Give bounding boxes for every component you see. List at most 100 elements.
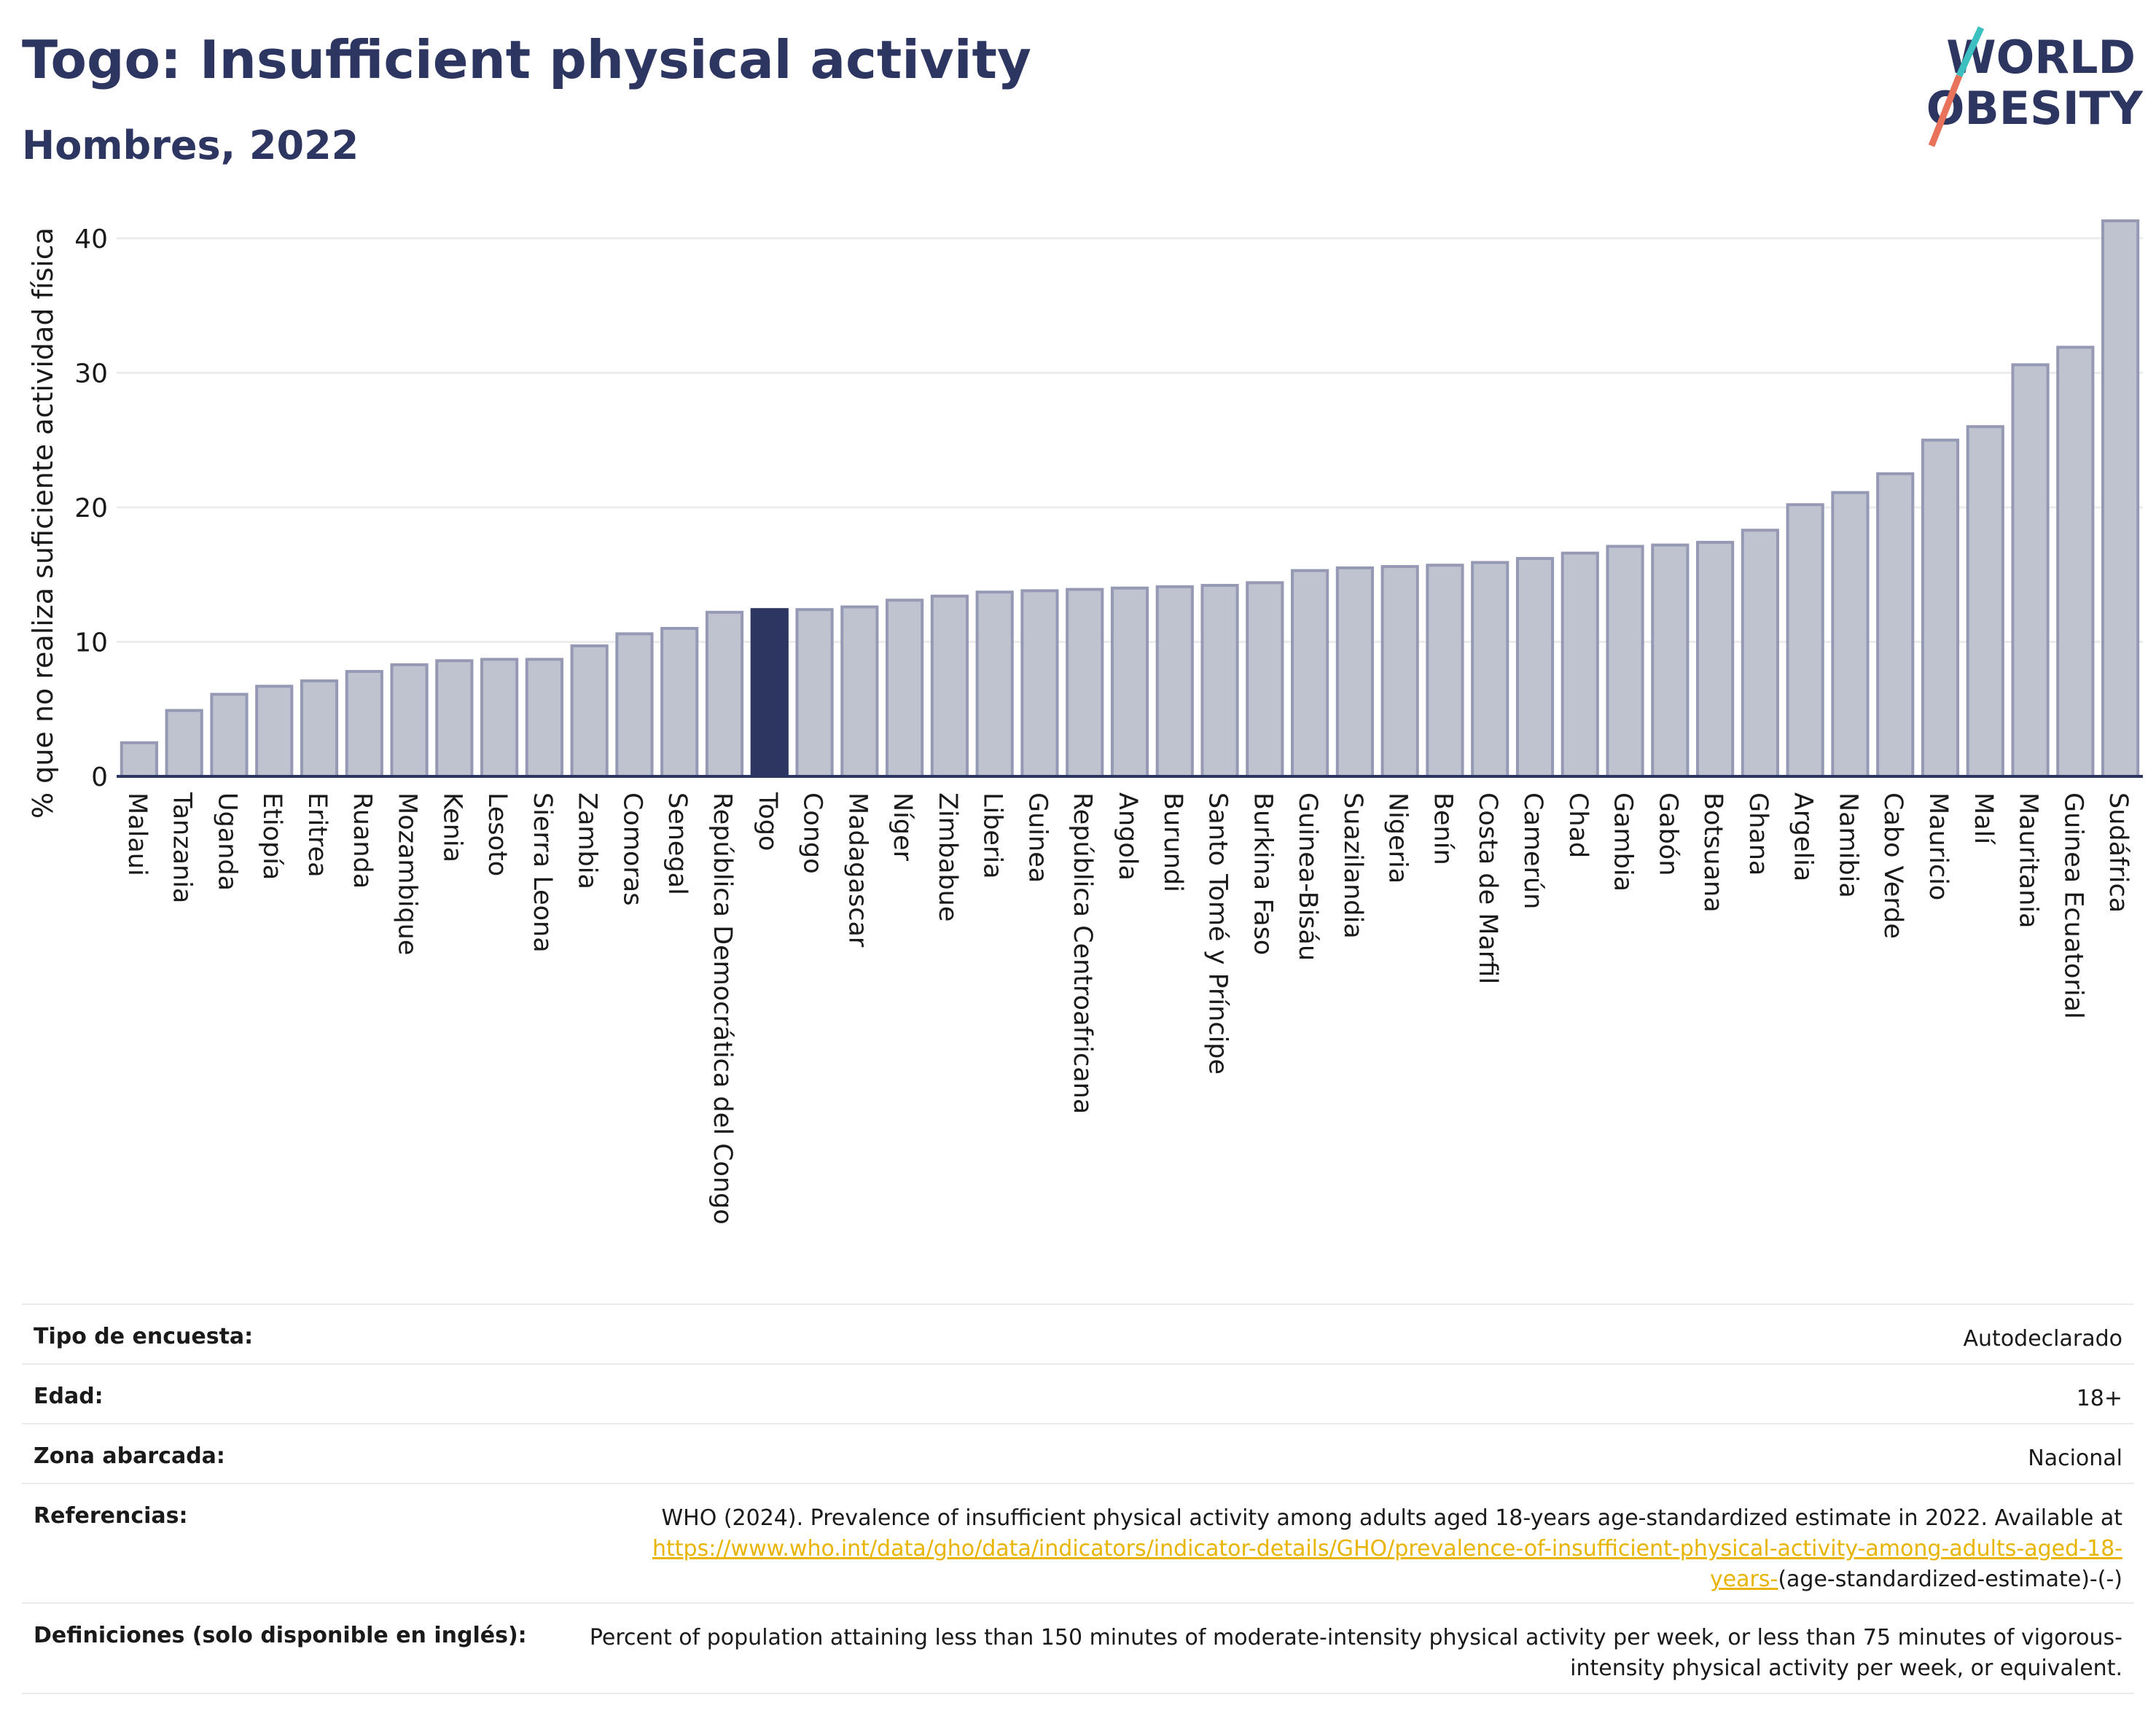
- x-tick-label: Ruanda: [348, 792, 377, 889]
- bar-Suazilandia: [1335, 566, 1374, 778]
- x-tick-label: Níger: [888, 792, 917, 862]
- bar-Congo: [795, 608, 834, 779]
- x-tick-label: Nigeria: [1383, 792, 1413, 884]
- x-tick-label: Uganda: [212, 792, 241, 891]
- x-tick-label: Madagascar: [843, 792, 872, 948]
- x-tick-label: Eritrea: [302, 792, 332, 878]
- x-tick-label: Santo Tomé y Príncipe: [1203, 792, 1233, 1075]
- bar-Santo Tomé y Príncipe: [1200, 583, 1239, 778]
- x-tick-label: Zambia: [573, 792, 602, 889]
- bar-República Democrática del Congo: [705, 610, 744, 779]
- bar-Zambia: [570, 644, 609, 778]
- x-tick-label: Senegal: [663, 792, 692, 895]
- survey-type-label: Tipo de encuesta:: [22, 1303, 576, 1364]
- bar-Guinea-Bisáu: [1291, 569, 1329, 779]
- bar-chart: 0 10 20 30 40 Malaui Tanzania Uganda Etiopía Eri…: [27, 219, 2143, 1225]
- x-tick-label: Botsuana: [1698, 792, 1727, 913]
- bar-Eritrea: [300, 679, 339, 778]
- bar-Guinea: [1020, 589, 1059, 778]
- bar-Chad: [1561, 551, 1599, 778]
- world-obesity-logo: WORLD OBESITY: [1926, 26, 2143, 147]
- bar-Costa de Marfil: [1471, 561, 1509, 778]
- x-tick-label: República Centroafricana: [1068, 792, 1097, 1114]
- x-tick-label: Kenia: [437, 792, 466, 862]
- references-text: WHO (2024). Prevalence of insufficient p…: [661, 1505, 2122, 1531]
- bar-Mauricio: [1921, 438, 1960, 778]
- info-table: Tipo de encuesta: Autodeclarado Edad: 18…: [22, 1303, 2134, 1694]
- definitions-value: Percent of population attaining less tha…: [576, 1602, 2134, 1694]
- x-tick-label: Togo: [753, 792, 782, 851]
- x-tick-label: Guinea Ecuatorial: [2058, 792, 2087, 1019]
- x-tick-label: Mauritania: [2014, 792, 2043, 928]
- bar-Cabo Verde: [1876, 472, 1915, 778]
- logo-slash-teal: [1956, 26, 1985, 77]
- y-axis-ticks: 0 10 20 30 40: [74, 225, 108, 792]
- x-axis-ticks: Malaui Tanzania Uganda Etiopía Eritrea Ruanda…: [122, 792, 2133, 1225]
- x-tick-label: Burundi: [1158, 792, 1187, 892]
- bar-Etiopía: [255, 685, 294, 778]
- references-value: WHO (2024). Prevalence of insufficient p…: [576, 1483, 2134, 1603]
- y-tick-label: 0: [91, 763, 108, 792]
- references-tail: (age-standardized-estimate)-(-): [1778, 1567, 2122, 1592]
- x-tick-label: Malí: [1969, 792, 1998, 845]
- x-tick-label: Sierra Leona: [528, 792, 557, 953]
- x-tick-label: Etiopía: [257, 792, 286, 880]
- row-references: Referencias: WHO (2024). Prevalence of i…: [22, 1483, 2134, 1603]
- definitions-label: Definiciones (solo disponible en inglés)…: [22, 1602, 576, 1694]
- y-tick-label: 20: [74, 494, 108, 523]
- bar-Mauritania: [2011, 363, 2050, 779]
- bar-Namibia: [1831, 491, 1870, 779]
- bar-Uganda: [210, 693, 249, 779]
- area-label: Zona abarcada:: [22, 1423, 576, 1483]
- x-tick-label: Lesoto: [483, 792, 512, 876]
- references-label: Referencias:: [22, 1483, 576, 1603]
- bar-Kenia: [435, 659, 474, 778]
- x-tick-label: Ghana: [1743, 792, 1773, 876]
- x-tick-label: República Democrática del Congo: [708, 792, 737, 1225]
- bar-Nigeria: [1380, 565, 1419, 779]
- x-tick-label: Camerún: [1518, 792, 1547, 909]
- bar-Malaui: [120, 741, 158, 778]
- survey-type-value: Autodeclarado: [576, 1303, 2134, 1364]
- bar-Níger: [886, 599, 924, 778]
- bar-Gambia: [1606, 545, 1644, 778]
- x-tick-label: Mauricio: [1923, 792, 1953, 900]
- row-definitions: Definiciones (solo disponible en inglés)…: [22, 1602, 2134, 1694]
- references-link[interactable]: https://www.who.int/data/gho/data/indica…: [652, 1536, 2122, 1592]
- chart-subtitle: Hombres, 2022: [22, 122, 359, 168]
- bar-Gabón: [1651, 543, 1690, 778]
- bar-Zimbabue: [930, 594, 969, 778]
- bar-Madagascar: [840, 605, 879, 778]
- x-tick-label: Argelia: [1789, 792, 1818, 881]
- x-tick-label: Liberia: [978, 792, 1007, 879]
- x-tick-label: Gambia: [1609, 792, 1638, 892]
- logo-slash-coral: [1928, 74, 1963, 147]
- x-tick-label: Cabo Verde: [1878, 792, 1907, 939]
- logo-line-2: OBESITY: [1926, 82, 2143, 135]
- y-axis-label: % que no realiza suficiente actividad fí…: [27, 227, 59, 819]
- x-tick-label: Guinea: [1023, 792, 1052, 883]
- bar-Burundi: [1155, 585, 1194, 778]
- age-label: Edad:: [22, 1363, 576, 1424]
- x-tick-label: Guinea-Bisáu: [1293, 792, 1322, 961]
- bar-Senegal: [660, 627, 699, 778]
- row-area: Zona abarcada: Nacional: [22, 1423, 2134, 1483]
- y-tick-label: 30: [74, 359, 108, 389]
- bar-Mozambique: [390, 663, 429, 778]
- bar-Comoras: [615, 632, 654, 779]
- bar-Tanzania: [165, 709, 203, 778]
- x-tick-label: Congo: [798, 792, 827, 874]
- x-tick-label: Suazilandia: [1338, 792, 1367, 939]
- bar-Ruanda: [345, 670, 383, 778]
- area-value: Nacional: [576, 1423, 2134, 1483]
- bar-Argelia: [1786, 503, 1824, 778]
- x-tick-label: Comoras: [617, 792, 647, 905]
- bar-Ghana: [1741, 529, 1779, 778]
- bar-Togo: [750, 608, 789, 779]
- bar-Sudáfrica: [2101, 219, 2140, 778]
- x-tick-label: Costa de Marfil: [1473, 792, 1502, 984]
- x-tick-label: Tanzania: [168, 792, 197, 903]
- bar-Botsuana: [1696, 540, 1735, 779]
- bar-Benín: [1426, 564, 1464, 778]
- bar-Malí: [1966, 425, 2004, 778]
